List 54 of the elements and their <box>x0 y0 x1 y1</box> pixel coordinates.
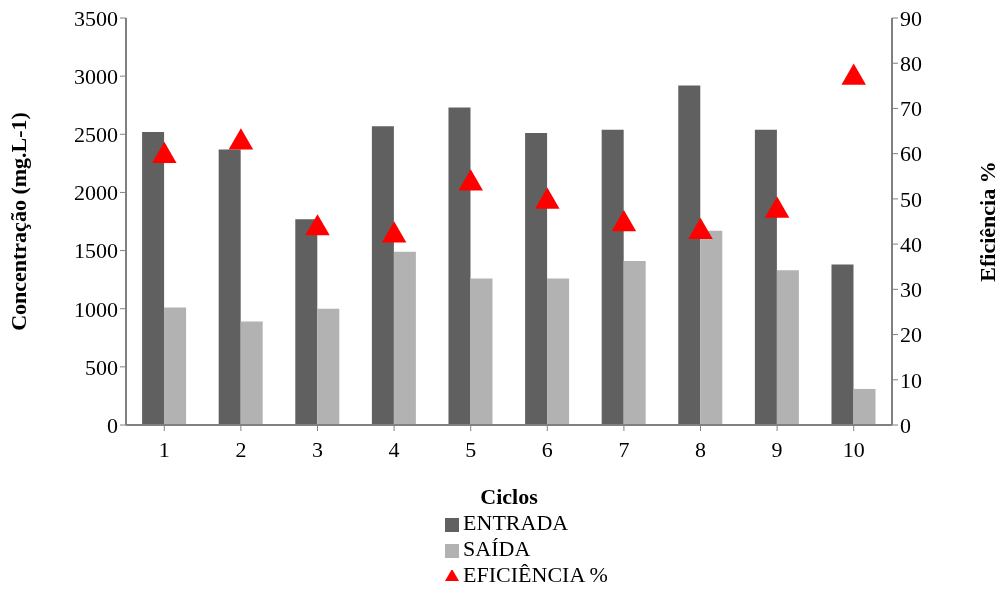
y-tick-label: 2000 <box>74 180 118 206</box>
x-tick-label: 1 <box>158 436 170 462</box>
bar <box>240 321 263 425</box>
x-tick-label: 3 <box>312 436 323 462</box>
x-tick-label: 9 <box>771 436 783 462</box>
y-tick-label: 3500 <box>74 5 118 31</box>
y-tick-label: 2500 <box>74 122 118 148</box>
y2-axis-title: Eficiência % <box>974 161 1000 282</box>
y2-tick-label: 90 <box>900 5 922 31</box>
y-axis-title: Concentração (mg.L-1) <box>5 112 31 331</box>
bar <box>371 126 394 425</box>
y2-tick-label: 50 <box>900 186 922 212</box>
x-tick-label: 4 <box>388 436 400 462</box>
legend-label: EFICIÊNCIA % <box>463 562 608 587</box>
y-tick-label: 0 <box>107 412 118 438</box>
bar <box>776 270 799 425</box>
bar <box>448 107 471 425</box>
legend-label: SAÍDA <box>463 536 531 561</box>
y2-tick-label: 70 <box>900 96 922 122</box>
bar <box>142 131 165 425</box>
bar <box>547 278 570 425</box>
bar <box>295 219 318 425</box>
bar <box>525 133 548 425</box>
y-tick-label: 500 <box>85 354 118 380</box>
y2-tick-label: 0 <box>900 412 911 438</box>
x-tick-label: 10 <box>842 436 865 462</box>
legend-label: ENTRADA <box>463 510 569 535</box>
x-axis-title: Ciclos <box>480 484 539 509</box>
bar <box>393 251 416 425</box>
x-tick-label: 7 <box>618 436 630 462</box>
y2-tick-label: 10 <box>900 367 922 393</box>
x-tick-label: 6 <box>541 436 553 462</box>
bar <box>317 308 340 425</box>
y-tick-label: 3000 <box>74 63 118 89</box>
bar <box>754 129 777 425</box>
x-tick-label: 2 <box>235 436 247 462</box>
y2-tick-label: 80 <box>900 51 922 77</box>
bar <box>470 278 493 425</box>
bar <box>678 85 701 425</box>
y2-tick-label: 20 <box>900 322 922 348</box>
bar <box>853 388 876 425</box>
bar <box>831 264 854 425</box>
y2-tick-label: 40 <box>900 231 922 257</box>
y-tick-label: 1500 <box>74 238 118 264</box>
bar <box>218 149 241 425</box>
bar <box>601 129 624 425</box>
x-tick-label: 8 <box>695 436 706 462</box>
bar <box>700 230 723 425</box>
y-tick-label: 1000 <box>74 296 118 322</box>
x-tick-label: 5 <box>465 436 477 462</box>
y2-tick-label: 30 <box>900 277 922 303</box>
bar <box>164 307 187 425</box>
y2-tick-label: 60 <box>900 141 922 167</box>
bar <box>623 261 646 425</box>
